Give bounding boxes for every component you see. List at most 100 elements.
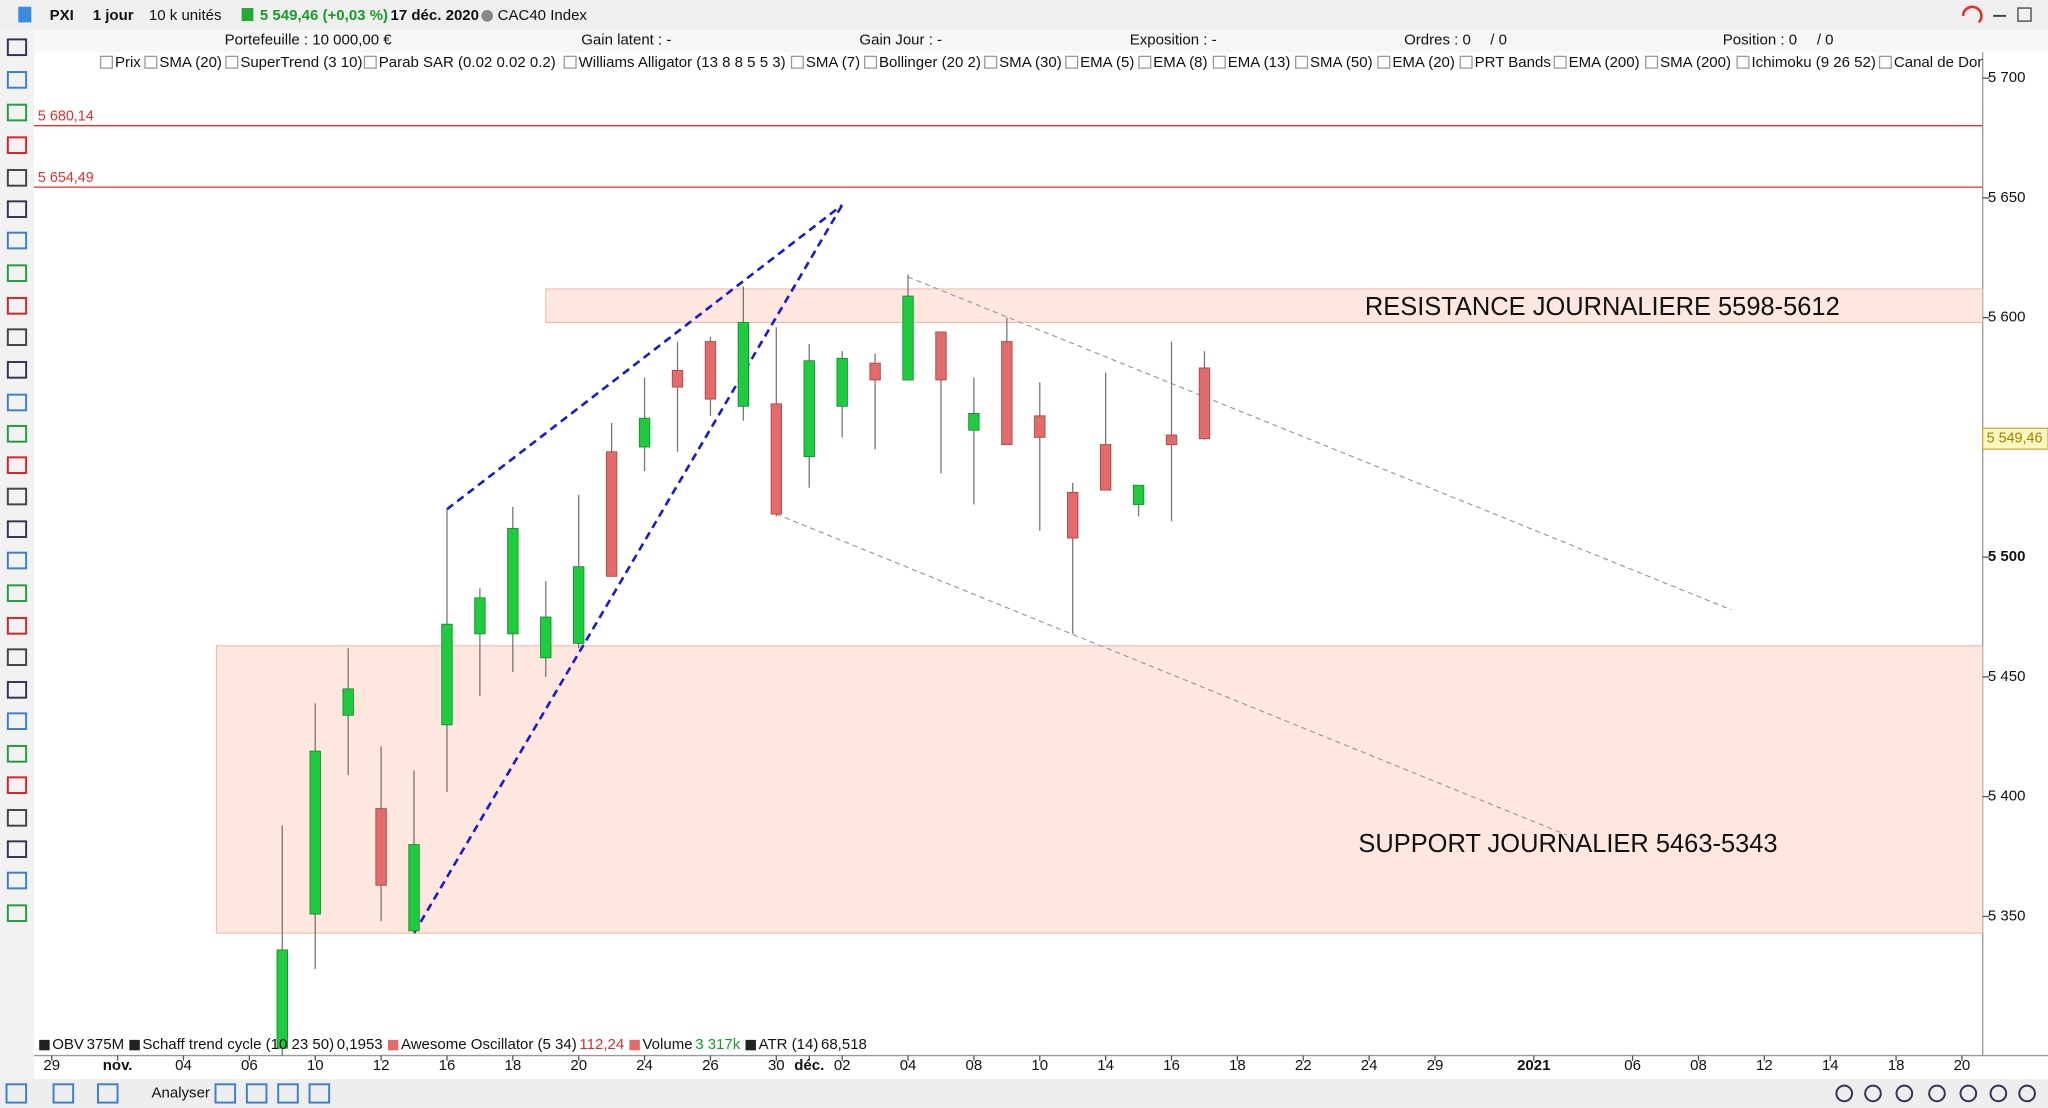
indicator-label[interactable]: Williams Alligator (13 8 8 5 5 3) bbox=[579, 54, 786, 71]
indicator-label[interactable]: EMA (200) bbox=[1569, 54, 1640, 71]
tool-icon[interactable] bbox=[6, 328, 28, 346]
bottom-icon[interactable] bbox=[1928, 1084, 1946, 1103]
tool-icon[interactable] bbox=[6, 520, 28, 538]
bottom-icon[interactable] bbox=[52, 1083, 75, 1104]
checkbox[interactable] bbox=[144, 55, 158, 69]
x-tick-label: 2021 bbox=[1517, 1057, 1550, 1074]
x-tick-label: 14 bbox=[1097, 1057, 1114, 1074]
tool-icon[interactable] bbox=[6, 297, 28, 315]
x-tick-label: 16 bbox=[439, 1057, 456, 1074]
bottom-icon[interactable] bbox=[1864, 1084, 1882, 1103]
tool-icon[interactable] bbox=[6, 776, 28, 794]
tool-icon[interactable] bbox=[6, 264, 28, 282]
indicator-label[interactable]: Canal de Don bbox=[1894, 54, 1986, 71]
tool-icon[interactable] bbox=[6, 840, 28, 858]
tool-icon[interactable] bbox=[6, 361, 28, 379]
tool-icon[interactable] bbox=[6, 551, 28, 570]
checkbox[interactable] bbox=[99, 55, 113, 69]
checkbox[interactable] bbox=[1212, 55, 1226, 69]
checkbox[interactable] bbox=[1553, 55, 1567, 69]
checkbox[interactable] bbox=[790, 55, 804, 69]
bottom-icon[interactable] bbox=[1895, 1084, 1914, 1103]
indicator-label[interactable]: EMA (8) bbox=[1153, 54, 1207, 71]
tool-icon[interactable] bbox=[6, 904, 28, 922]
tool-icon[interactable] bbox=[6, 871, 28, 890]
indicator-label[interactable]: Bollinger (20 2) bbox=[879, 54, 981, 71]
symbol[interactable]: PXI bbox=[50, 7, 74, 24]
checkbox[interactable] bbox=[1645, 55, 1659, 69]
checkbox[interactable] bbox=[1138, 55, 1152, 69]
indicator-label[interactable]: EMA (13) bbox=[1228, 54, 1291, 71]
tool-icon[interactable] bbox=[6, 136, 28, 154]
candle-body bbox=[605, 451, 618, 577]
checkbox[interactable] bbox=[1377, 55, 1391, 69]
indicator-label[interactable]: SMA (30) bbox=[999, 54, 1062, 71]
tool-icon[interactable] bbox=[6, 648, 28, 666]
bottom-icon[interactable] bbox=[1959, 1084, 1978, 1103]
icon[interactable] bbox=[18, 6, 32, 23]
tool-icon[interactable] bbox=[6, 200, 28, 218]
indicator-label[interactable]: SMA (50) bbox=[1310, 54, 1373, 71]
indicator-label[interactable]: Prix bbox=[115, 54, 141, 71]
bottom-icon[interactable] bbox=[245, 1083, 268, 1104]
tool-icon[interactable] bbox=[6, 231, 28, 250]
checkbox[interactable] bbox=[1736, 55, 1750, 69]
bottom-icon[interactable] bbox=[308, 1083, 331, 1104]
tool-icon[interactable] bbox=[6, 71, 28, 89]
candle-body bbox=[869, 362, 881, 381]
tool-icon[interactable] bbox=[6, 393, 28, 412]
refresh-icon[interactable] bbox=[1961, 5, 1983, 24]
checkbox[interactable] bbox=[1065, 55, 1079, 69]
tool-icon[interactable] bbox=[6, 745, 28, 763]
units[interactable]: 10 k unités bbox=[149, 7, 222, 24]
y-tick-label: 5 500 bbox=[1988, 548, 2026, 565]
checkbox[interactable] bbox=[563, 55, 577, 69]
indicator-label[interactable]: EMA (20) bbox=[1392, 54, 1455, 71]
bottom-icon[interactable] bbox=[2018, 1084, 2036, 1103]
tool-icon[interactable] bbox=[6, 487, 28, 506]
tool-icon[interactable] bbox=[6, 425, 28, 443]
indicator-row: Prix SMA (20) SuperTrend (3 10) Parab SAR (… bbox=[99, 54, 1986, 71]
x-tick-label: 20 bbox=[1954, 1057, 1971, 1074]
checkbox[interactable] bbox=[984, 55, 998, 69]
indicator-label[interactable]: SMA (200) bbox=[1660, 54, 1731, 71]
x-tick-label: 29 bbox=[1427, 1057, 1444, 1074]
bottom-icon[interactable] bbox=[1835, 1084, 1854, 1103]
tool-icon[interactable] bbox=[6, 681, 28, 699]
tool-icon[interactable] bbox=[6, 809, 28, 827]
bottom-icon[interactable] bbox=[1989, 1084, 2008, 1103]
tool-icon[interactable] bbox=[6, 712, 28, 730]
candle-body bbox=[704, 341, 717, 400]
analyse-button[interactable]: Analyser bbox=[152, 1084, 210, 1101]
tool-icon[interactable] bbox=[6, 103, 28, 122]
indicator-label[interactable]: SMA (20) bbox=[159, 54, 222, 71]
checkbox[interactable] bbox=[1459, 55, 1473, 69]
portfolio: Portefeuille : 10 000,00 € bbox=[225, 32, 393, 49]
checkbox[interactable] bbox=[1295, 55, 1309, 69]
lower-indicator-value: 68,518 bbox=[821, 1036, 867, 1053]
period[interactable]: 1 jour bbox=[93, 7, 134, 24]
checkbox[interactable] bbox=[363, 55, 377, 69]
maximize[interactable] bbox=[2017, 7, 2032, 22]
tool-icon[interactable] bbox=[6, 584, 28, 602]
x-tick-label: 16 bbox=[1163, 1057, 1180, 1074]
bottom-icon[interactable] bbox=[214, 1083, 237, 1104]
indicator-label[interactable]: EMA (5) bbox=[1080, 54, 1134, 71]
indicator-label[interactable]: Ichimoku (9 26 52) bbox=[1752, 54, 1876, 71]
bottom-icon[interactable] bbox=[5, 1083, 28, 1104]
checkbox[interactable] bbox=[863, 55, 878, 69]
bottom-icon[interactable] bbox=[277, 1083, 299, 1104]
tool-icon[interactable] bbox=[6, 456, 28, 474]
indicator-label[interactable]: Parab SAR (0.02 0.02 0.2) bbox=[379, 54, 556, 71]
day-gain: Gain Jour : - bbox=[859, 32, 942, 49]
tool-icon[interactable] bbox=[6, 169, 28, 187]
tool-icon[interactable] bbox=[6, 617, 28, 635]
indicator-label[interactable]: SMA (7) bbox=[806, 54, 860, 71]
tool-icon[interactable] bbox=[6, 38, 28, 57]
checkbox[interactable] bbox=[1878, 55, 1892, 69]
indicator-label[interactable]: PRT Bands bbox=[1475, 54, 1551, 71]
checkbox[interactable] bbox=[225, 55, 239, 69]
bottom-icon[interactable] bbox=[96, 1083, 119, 1104]
candle-body bbox=[1099, 444, 1112, 491]
indicator-label[interactable]: SuperTrend (3 10) bbox=[240, 54, 362, 71]
